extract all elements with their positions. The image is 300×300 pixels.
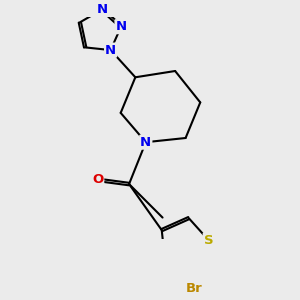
Text: O: O [92, 173, 103, 186]
Text: S: S [204, 234, 213, 247]
Text: N: N [140, 136, 152, 149]
Text: N: N [97, 3, 108, 16]
Text: Br: Br [185, 282, 202, 295]
Text: N: N [116, 20, 127, 33]
Text: N: N [105, 44, 116, 57]
